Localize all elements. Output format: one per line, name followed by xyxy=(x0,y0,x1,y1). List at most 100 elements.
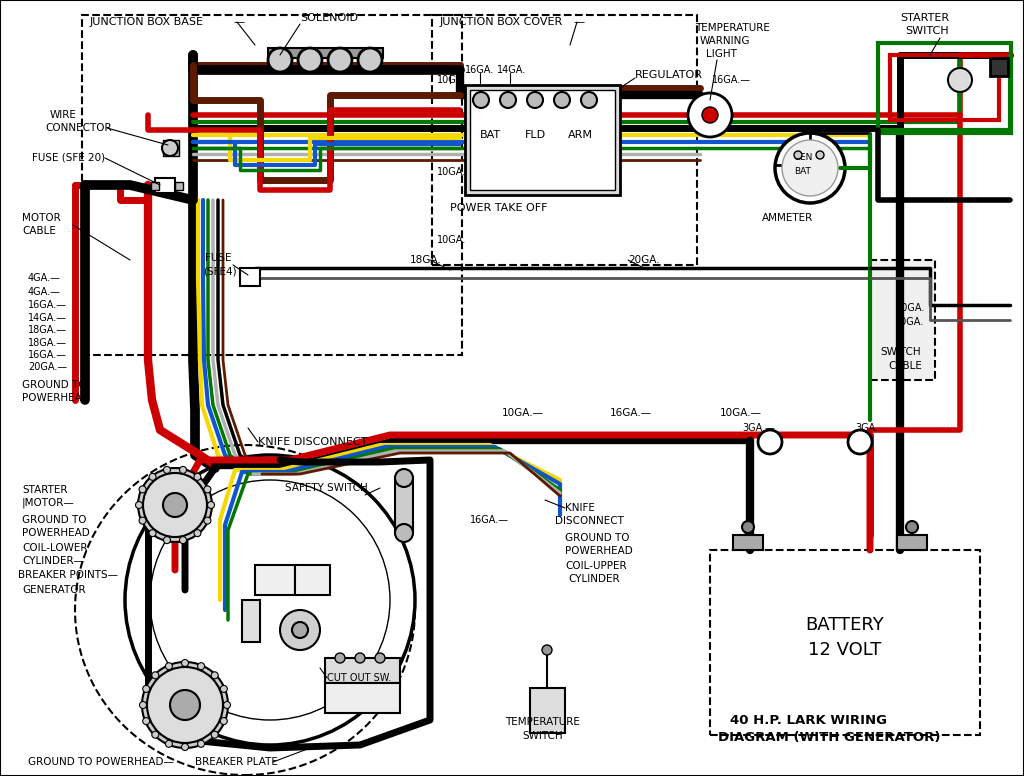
Text: BAT: BAT xyxy=(480,130,501,140)
Text: 20GA.: 20GA. xyxy=(895,303,925,313)
Circle shape xyxy=(139,486,146,493)
Text: POWERHEAD: POWERHEAD xyxy=(22,393,90,403)
Text: BREAKER PLATE: BREAKER PLATE xyxy=(195,757,278,767)
Text: MOTOR: MOTOR xyxy=(22,213,60,223)
Circle shape xyxy=(162,140,178,156)
Text: TEMPERATURE: TEMPERATURE xyxy=(505,717,580,727)
Circle shape xyxy=(473,92,489,108)
Circle shape xyxy=(500,92,516,108)
Circle shape xyxy=(702,107,718,123)
Text: BAT: BAT xyxy=(795,168,811,176)
Text: JUNCTION BOX BASE: JUNCTION BOX BASE xyxy=(90,17,204,27)
Text: FUSE: FUSE xyxy=(205,253,231,263)
Circle shape xyxy=(152,672,159,679)
Text: 10GA.: 10GA. xyxy=(437,167,466,177)
Text: 16GA.—: 16GA.— xyxy=(28,350,67,360)
Circle shape xyxy=(125,455,415,745)
Circle shape xyxy=(328,48,352,72)
Text: CABLE: CABLE xyxy=(22,226,56,236)
Text: 10GA.—: 10GA.— xyxy=(720,408,762,418)
Text: KNIFE DISCONNECT: KNIFE DISCONNECT xyxy=(258,437,368,447)
Circle shape xyxy=(906,521,918,533)
Text: AMMETER: AMMETER xyxy=(763,213,814,223)
Text: 12 VOLT: 12 VOLT xyxy=(808,641,882,659)
Text: 10GA.—: 10GA.— xyxy=(502,408,544,418)
Circle shape xyxy=(179,536,186,544)
Text: DISCONNECT: DISCONNECT xyxy=(555,516,624,526)
Text: 3GA.—: 3GA.— xyxy=(742,423,775,433)
Text: GENERATOR: GENERATOR xyxy=(22,585,86,595)
Circle shape xyxy=(198,663,205,670)
Text: GEN: GEN xyxy=(794,154,813,162)
Text: COIL-UPPER: COIL-UPPER xyxy=(565,561,627,571)
Circle shape xyxy=(758,430,782,454)
Bar xyxy=(325,658,400,683)
Circle shape xyxy=(948,68,972,92)
Circle shape xyxy=(150,473,156,480)
Bar xyxy=(990,58,1008,76)
Circle shape xyxy=(143,473,207,537)
Circle shape xyxy=(280,610,319,650)
Circle shape xyxy=(581,92,597,108)
Circle shape xyxy=(164,466,170,473)
Bar xyxy=(163,140,179,156)
Text: STARTER: STARTER xyxy=(22,485,68,495)
Circle shape xyxy=(527,92,543,108)
Text: 20GA.—: 20GA.— xyxy=(28,362,68,372)
Circle shape xyxy=(142,685,150,692)
Text: GROUND TO: GROUND TO xyxy=(22,515,86,525)
Bar xyxy=(733,535,763,550)
Circle shape xyxy=(194,473,201,480)
Text: SWITCH: SWITCH xyxy=(522,731,562,741)
Bar xyxy=(82,15,462,355)
Circle shape xyxy=(268,48,292,72)
Text: 4GA.—: 4GA.— xyxy=(28,273,60,283)
Bar xyxy=(710,550,980,735)
Bar xyxy=(395,478,413,533)
Circle shape xyxy=(150,530,156,537)
Text: SWITCH: SWITCH xyxy=(905,26,948,36)
Text: KNIFE: KNIFE xyxy=(565,503,595,513)
Text: TEMPERATURE: TEMPERATURE xyxy=(695,23,770,33)
Bar xyxy=(897,535,927,550)
Circle shape xyxy=(147,667,223,743)
Circle shape xyxy=(395,469,413,487)
Circle shape xyxy=(775,133,845,203)
Bar xyxy=(240,268,260,286)
Circle shape xyxy=(211,731,218,738)
Text: LIGHT: LIGHT xyxy=(706,49,737,59)
Circle shape xyxy=(782,140,838,196)
Circle shape xyxy=(164,536,170,544)
Bar xyxy=(255,565,295,595)
Text: 16GA.—: 16GA.— xyxy=(28,300,67,310)
Text: 16GA.—: 16GA.— xyxy=(712,75,751,85)
Bar xyxy=(151,182,159,190)
Bar xyxy=(470,90,615,190)
Circle shape xyxy=(194,530,201,537)
Circle shape xyxy=(204,517,211,524)
Text: 4GA.—: 4GA.— xyxy=(28,287,60,297)
Text: 18GA.—: 18GA.— xyxy=(28,338,67,348)
Circle shape xyxy=(135,501,142,508)
Text: POWERHEAD: POWERHEAD xyxy=(22,528,90,538)
Text: DIAGRAM (WITH GENERATOR): DIAGRAM (WITH GENERATOR) xyxy=(718,732,940,744)
Text: 14GA.—: 14GA.— xyxy=(28,313,67,323)
Circle shape xyxy=(335,653,345,663)
Text: GROUND TO: GROUND TO xyxy=(565,533,630,543)
Circle shape xyxy=(375,653,385,663)
Text: 10GA.: 10GA. xyxy=(437,75,466,85)
Circle shape xyxy=(848,430,872,454)
Circle shape xyxy=(211,672,218,679)
Bar xyxy=(155,178,175,193)
Text: POWER TAKE OFF: POWER TAKE OFF xyxy=(450,203,548,213)
Bar xyxy=(432,15,697,265)
Text: GROUND TO: GROUND TO xyxy=(22,380,86,390)
Text: SWITCH: SWITCH xyxy=(880,347,921,357)
Text: 10GA.: 10GA. xyxy=(895,317,925,327)
Text: CONNECTOR: CONNECTOR xyxy=(45,123,112,133)
Text: 20GA.: 20GA. xyxy=(628,255,659,265)
Circle shape xyxy=(688,93,732,137)
Circle shape xyxy=(163,493,187,517)
Bar xyxy=(325,683,400,713)
Circle shape xyxy=(166,663,172,670)
